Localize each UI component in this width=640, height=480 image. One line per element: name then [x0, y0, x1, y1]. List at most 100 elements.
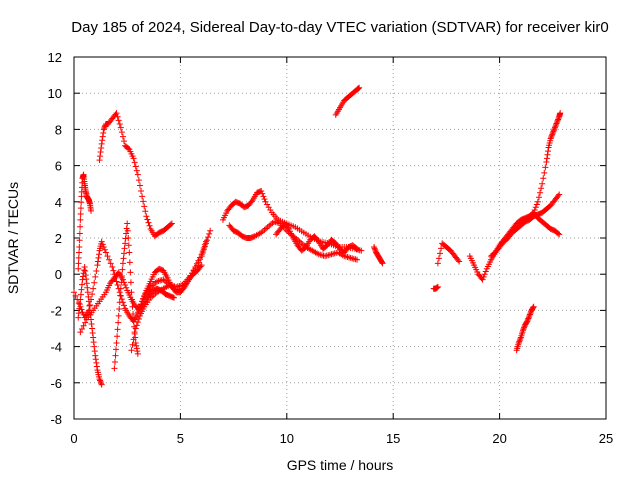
y-tick-label: 0 — [55, 267, 62, 282]
data-point — [72, 292, 79, 299]
data-point — [94, 258, 101, 265]
data-point — [117, 124, 124, 131]
data-point — [556, 231, 563, 238]
data-point — [544, 151, 551, 158]
data-point — [265, 204, 272, 211]
data-point — [101, 246, 108, 253]
data-point — [75, 265, 82, 272]
data-point — [118, 273, 125, 280]
data-point — [434, 260, 441, 267]
data-point — [524, 316, 531, 323]
x-tick-label: 15 — [386, 431, 400, 446]
y-tick-label: -4 — [50, 340, 62, 355]
data-point — [526, 312, 533, 319]
data-point — [77, 329, 84, 336]
data-point — [199, 249, 206, 256]
data-point — [92, 273, 99, 280]
data-point — [434, 283, 441, 290]
data-point — [517, 335, 524, 342]
data-point — [75, 314, 82, 321]
data-point — [134, 350, 141, 357]
data-point — [141, 292, 148, 299]
data-point — [456, 258, 463, 265]
data-point — [134, 171, 141, 178]
data-point — [84, 289, 91, 296]
series-arc-8 — [134, 262, 205, 316]
data-point — [128, 347, 135, 354]
data-point — [379, 260, 386, 267]
data-point — [125, 145, 132, 152]
data-point — [115, 312, 122, 319]
data-point — [132, 339, 139, 346]
data-point — [116, 289, 123, 296]
data-point — [93, 359, 100, 366]
data-point — [264, 201, 271, 208]
data-point — [75, 260, 82, 267]
data-point — [438, 245, 445, 252]
y-tick-label: -6 — [50, 376, 62, 391]
data-point — [135, 306, 142, 313]
data-point — [96, 251, 103, 258]
data-point — [515, 339, 522, 346]
data-point — [121, 250, 128, 257]
data-point — [435, 255, 442, 262]
data-point — [545, 148, 552, 155]
series-arc-5 — [96, 110, 175, 240]
data-point — [85, 293, 92, 300]
data-point — [113, 339, 120, 346]
data-point — [121, 302, 128, 309]
data-point — [524, 318, 531, 325]
x-tick-label: 0 — [70, 431, 77, 446]
data-point — [98, 381, 105, 388]
data-point — [117, 285, 124, 292]
data-point — [136, 303, 143, 310]
data-point — [206, 230, 213, 237]
data-point — [127, 269, 134, 276]
data-point — [145, 219, 152, 226]
data-point — [267, 206, 274, 213]
data-point — [115, 319, 122, 326]
data-point — [135, 315, 142, 322]
data-point — [455, 257, 462, 264]
series-arc-19 — [530, 110, 564, 216]
data-point — [133, 322, 140, 329]
data-point — [264, 224, 271, 231]
data-point — [527, 310, 534, 317]
data-point — [284, 224, 291, 231]
y-tick-label: -8 — [50, 412, 62, 427]
data-point — [101, 125, 108, 132]
data-point — [122, 282, 129, 289]
data-point — [531, 206, 538, 213]
data-point — [540, 175, 547, 182]
data-point — [142, 290, 149, 297]
data-point — [78, 199, 85, 206]
data-point — [76, 249, 83, 256]
data-point — [548, 132, 555, 139]
data-point — [133, 167, 140, 174]
data-point — [88, 207, 95, 214]
y-tick-label: -2 — [50, 303, 62, 318]
data-point — [266, 222, 273, 229]
series-arc-15 — [434, 240, 463, 267]
data-point — [77, 211, 84, 218]
data-point — [75, 254, 82, 261]
data-point — [538, 185, 545, 192]
data-point — [123, 284, 130, 291]
data-point — [117, 292, 124, 299]
data-point — [543, 155, 550, 162]
data-point — [543, 158, 550, 165]
data-point — [260, 193, 267, 200]
data-point — [537, 189, 544, 196]
data-point — [516, 338, 523, 345]
data-point — [120, 255, 127, 262]
data-point — [356, 84, 363, 91]
data-point — [533, 201, 540, 208]
data-point — [135, 177, 142, 184]
data-point — [553, 120, 560, 127]
series-arc-13 — [371, 244, 386, 267]
data-point — [261, 196, 268, 203]
series-arc-14 — [430, 283, 441, 292]
data-point — [92, 356, 99, 363]
data-point — [76, 230, 83, 237]
data-point — [141, 203, 148, 210]
